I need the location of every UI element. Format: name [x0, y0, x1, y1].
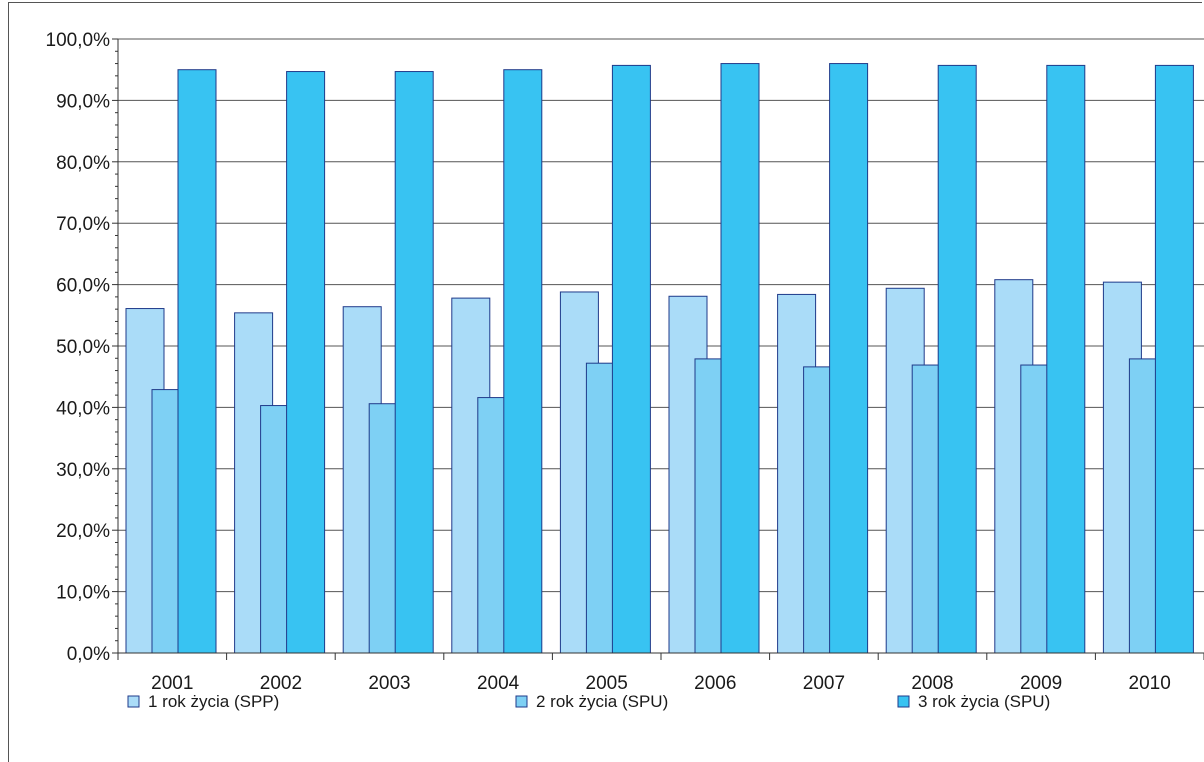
bars: [125, 63, 1194, 654]
x-tick-label: 2008: [911, 673, 953, 694]
y-tick-label: 0,0%: [67, 644, 110, 665]
x-tick-label: 2005: [586, 673, 628, 694]
legend: 1 rok życia (SPP) 2 rok życia (SPU) 3 rok …: [127, 692, 1050, 711]
y-tick-label: 90,0%: [56, 91, 110, 112]
bar-3-2005: [611, 64, 651, 654]
bar-3-2007: [829, 63, 869, 654]
y-tick-label: 10,0%: [56, 583, 110, 604]
x-tick-label: 2007: [803, 673, 845, 694]
y-tick-label: 20,0%: [56, 521, 110, 542]
x-axis-ticks: [117, 653, 1204, 660]
y-tick-label: 50,0%: [56, 337, 110, 358]
x-tick-label: 2001: [151, 673, 193, 694]
y-tick-label: 80,0%: [56, 153, 110, 174]
y-tick-label: 60,0%: [56, 276, 110, 297]
x-tick-label: 2002: [260, 673, 302, 694]
bar-3-2010: [1154, 64, 1194, 654]
legend-label: 1 rok życia (SPP): [148, 692, 279, 711]
legend-label: 2 rok życia (SPU): [536, 692, 668, 711]
x-tick-label: 2010: [1129, 673, 1171, 694]
legend-swatch: [897, 695, 910, 708]
x-tick-label: 2006: [694, 673, 736, 694]
y-tick-label: 40,0%: [56, 398, 110, 419]
legend-swatch: [127, 695, 140, 708]
legend-swatch: [515, 695, 528, 708]
y-tick-label: 30,0%: [56, 460, 110, 481]
bar-3-2004: [503, 69, 543, 654]
x-tick-label: 2009: [1020, 673, 1062, 694]
x-tick-label: 2004: [477, 673, 520, 694]
bar-3-2009: [1046, 64, 1086, 654]
bar-3-2006: [720, 63, 760, 654]
chart-frame: [8, 2, 1202, 762]
x-tick-label: 2003: [368, 673, 410, 694]
legend-label: 3 rok życia (SPU): [918, 692, 1050, 711]
bar-3-2002: [286, 71, 326, 654]
x-axis-tick-labels: 2001 2002 2003 2004 2005 2006 2007 2008 2009 2010: [151, 673, 1171, 694]
bar-3-2003: [394, 71, 434, 654]
y-tick-label: 70,0%: [56, 214, 110, 235]
bar-3-2008: [937, 64, 977, 654]
y-axis-tick-labels: 0,0% 10,0% 20,0% 30,0% 40,0% 50,0% 60,0% 70,0% 8…: [46, 30, 111, 665]
bar-3-2001: [177, 69, 217, 654]
y-tick-label: 100,0%: [46, 30, 111, 51]
